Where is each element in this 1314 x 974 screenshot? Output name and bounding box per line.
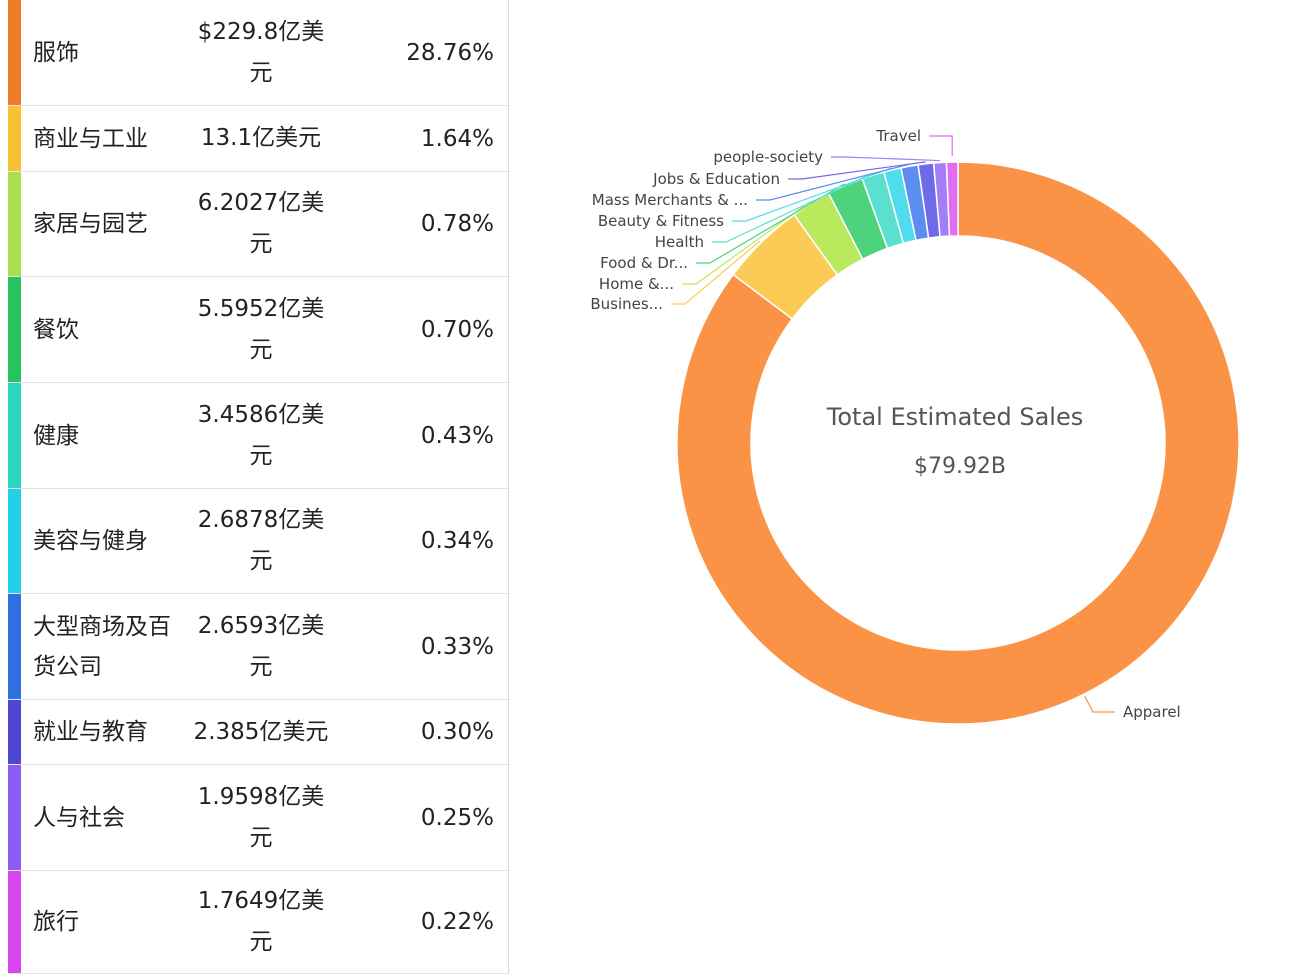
donut-slice[interactable] <box>945 161 959 237</box>
category-amount: 2.6593亿美元 <box>197 612 325 680</box>
category-percent: 0.70% <box>420 316 494 343</box>
category-name: 人与社会 <box>33 804 125 831</box>
category-color-bar <box>8 871 21 973</box>
category-amount: 2.385亿美元 <box>193 718 329 745</box>
category-color-bar <box>8 106 21 171</box>
category-name: 美容与健身 <box>33 528 148 554</box>
category-percent: 1.64% <box>420 125 494 152</box>
slice-label: people-society <box>713 148 823 166</box>
slice-leader-line <box>929 135 953 157</box>
category-amount: 1.9598亿美元 <box>197 783 325 851</box>
chart-center-title: Total Estimated Sales <box>826 403 1084 431</box>
category-percent: 0.34% <box>420 528 494 554</box>
table-row: 健康 3.4586亿美元 0.43% <box>8 383 508 489</box>
table-row: 服饰 $229.8亿美元 28.76% <box>8 0 508 106</box>
category-name: 就业与教育 <box>33 719 148 745</box>
category-color-bar <box>8 277 21 382</box>
slice-leader-line <box>682 201 811 285</box>
table-row: 就业与教育 2.385亿美元 0.30% <box>8 700 508 765</box>
slice-label: Food & Dr... <box>600 254 688 272</box>
category-amount: 3.4586亿美元 <box>197 401 325 469</box>
table-row: 大型商场及百货公司 2.6593亿美元 0.33% <box>8 594 508 700</box>
category-name: 旅行 <box>33 909 79 935</box>
category-amount: 6.2027亿美元 <box>197 190 325 257</box>
slice-label: Beauty & Fitness <box>598 212 724 230</box>
table-row: 旅行 1.7649亿美元 0.22% <box>8 871 508 974</box>
category-percent: 28.76% <box>406 39 494 66</box>
category-amount: 5.5952亿美元 <box>197 295 325 363</box>
slice-label: Busines... <box>590 295 663 313</box>
category-color-bar <box>8 700 21 764</box>
table-row: 人与社会 1.9598亿美元 0.25% <box>8 765 508 871</box>
category-percent: 0.25% <box>420 804 494 831</box>
category-percent: 0.43% <box>420 422 494 449</box>
table-row: 家居与园艺 6.2027亿美元 0.78% <box>8 172 508 277</box>
slice-leader-line <box>788 161 926 180</box>
category-amount: 1.7649亿美元 <box>197 888 325 955</box>
category-amount: 13.1亿美元 <box>200 125 322 151</box>
category-color-bar <box>8 0 21 105</box>
category-table: 服饰 $229.8亿美元 28.76% 商业与工业 13.1亿美元 1.64% 家居与园艺 6… <box>8 0 509 974</box>
category-color-bar <box>8 765 21 870</box>
category-amount: 2.6878亿美元 <box>197 507 325 574</box>
category-name: 餐饮 <box>33 316 79 343</box>
table-row: 美容与健身 2.6878亿美元 0.34% <box>8 489 508 594</box>
donut-slice[interactable] <box>676 161 1240 725</box>
category-name: 家居与园艺 <box>33 211 148 237</box>
category-color-bar <box>8 383 21 488</box>
category-color-bar <box>8 594 21 699</box>
category-color-bar <box>8 489 21 593</box>
slice-leader-line <box>696 183 845 264</box>
slice-leader-line <box>831 156 940 162</box>
slice-label: Home &... <box>599 275 674 293</box>
category-amount: $229.8亿美元 <box>197 18 325 86</box>
category-color-bar <box>8 172 21 276</box>
slice-label: Travel <box>875 127 921 145</box>
category-name: 大型商场及百货公司 <box>33 613 171 680</box>
slice-label: Mass Merchants & ... <box>592 191 748 209</box>
category-percent: 0.30% <box>420 719 494 745</box>
category-percent: 0.22% <box>420 909 494 935</box>
category-name: 商业与工业 <box>33 125 148 152</box>
chart-center-value: $79.92B <box>913 454 1007 479</box>
category-name: 健康 <box>33 422 79 449</box>
slice-label: Jobs & Education <box>652 170 780 188</box>
slice-leader-line <box>1084 695 1115 713</box>
slice-leader-line <box>756 163 910 201</box>
slice-label: Apparel <box>1123 703 1181 721</box>
table-row: 商业与工业 13.1亿美元 1.64% <box>8 106 508 172</box>
category-percent: 0.78% <box>420 211 494 237</box>
slice-leader-line <box>732 167 893 222</box>
donut-chart-panel: Apparel Busines... Home &... Food & Dr... He… <box>520 0 1314 974</box>
category-percent: 0.33% <box>420 633 494 660</box>
category-name: 服饰 <box>33 39 79 66</box>
slice-label: Health <box>655 233 704 251</box>
table-row: 餐饮 5.5952亿美元 0.70% <box>8 277 508 383</box>
donut-chart: Apparel Busines... Home &... Food & Dr... He… <box>590 127 1240 725</box>
slice-leader-line <box>671 240 761 305</box>
slice-leader-line <box>712 172 873 243</box>
